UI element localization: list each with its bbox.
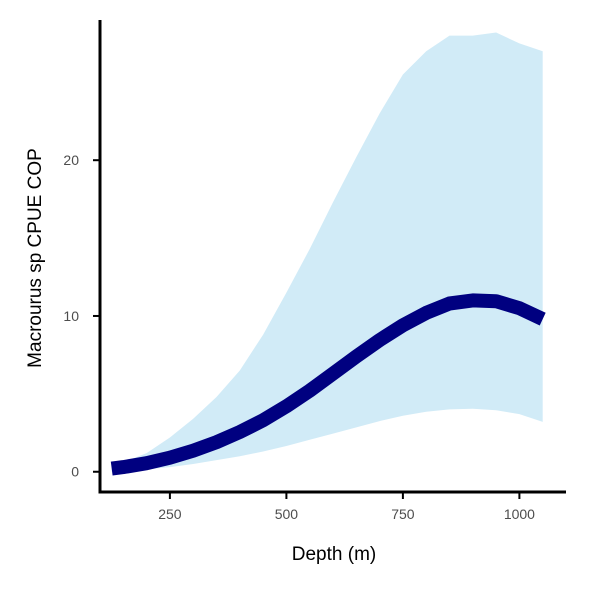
x-tick-label-500: 500 bbox=[275, 506, 299, 522]
x-tick-label-750: 750 bbox=[391, 506, 415, 522]
x-tick-label-250: 250 bbox=[158, 506, 182, 522]
y-axis-title: Macrourus sp CPUE COP bbox=[25, 148, 46, 368]
y-tick-label-0: 0 bbox=[71, 464, 79, 480]
confidence-ribbon-0 bbox=[111, 32, 543, 472]
x-tick-label-1000: 1000 bbox=[504, 506, 535, 522]
y-tick-label-10: 10 bbox=[63, 308, 79, 324]
x-axis-title: Depth (m) bbox=[292, 544, 376, 565]
fit-line-0 bbox=[110, 293, 546, 476]
y-tick-label-20: 20 bbox=[63, 152, 79, 168]
